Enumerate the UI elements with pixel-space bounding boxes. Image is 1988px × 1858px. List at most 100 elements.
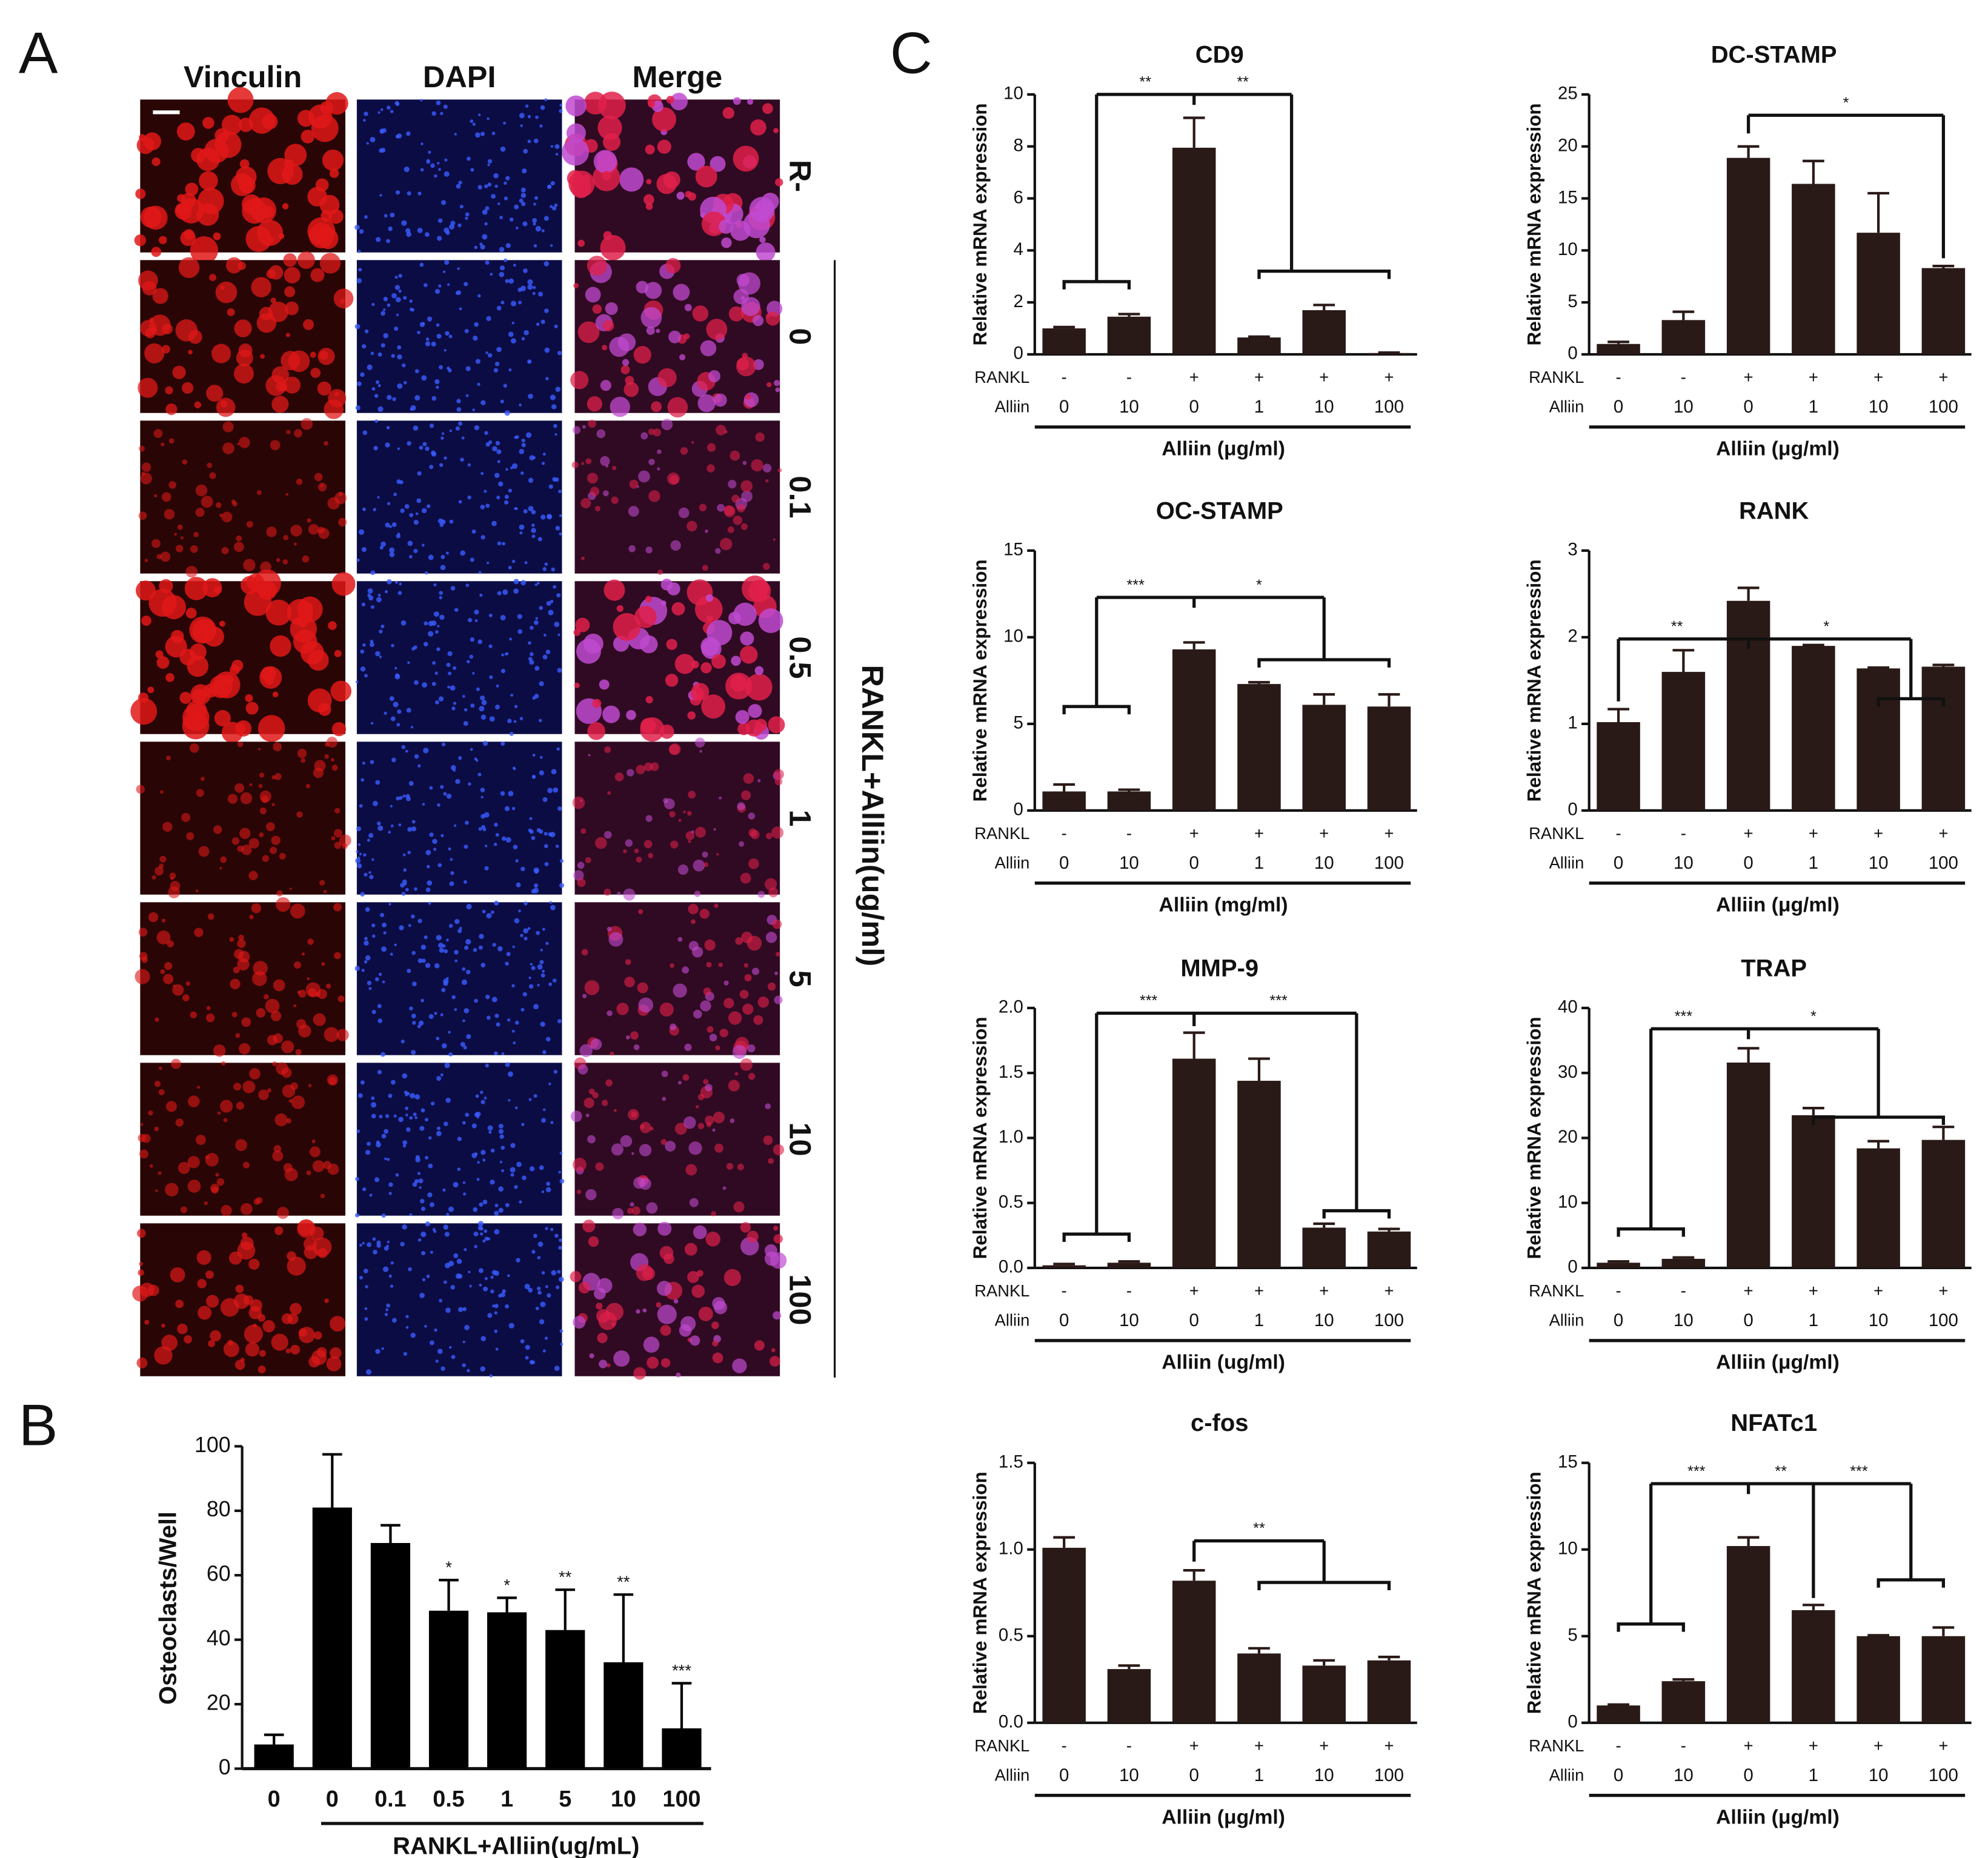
- cell-signal: [410, 726, 414, 729]
- cell-signal: [407, 191, 411, 196]
- cell-signal: [419, 1126, 425, 1131]
- cell-signal: [470, 637, 475, 642]
- chart-title: DC-STAMP: [1711, 41, 1837, 68]
- cell-signal: [638, 470, 650, 483]
- rankl-label: +: [1809, 1736, 1818, 1755]
- rankl-label: -: [1616, 368, 1621, 387]
- bar: [1237, 684, 1281, 811]
- cell-signal: [276, 1062, 288, 1075]
- cell-signal: [552, 206, 557, 211]
- cell-signal: [457, 1307, 464, 1312]
- x-tick-label: 0: [268, 1787, 281, 1812]
- cell-signal: [371, 934, 376, 938]
- cell-signal: [765, 479, 769, 483]
- x-tick-label: 10: [1314, 1765, 1334, 1785]
- cell-signal: [629, 479, 639, 489]
- cell-signal: [544, 98, 548, 102]
- cell-signal: [545, 1285, 548, 1289]
- cell-signal: [371, 1096, 375, 1100]
- cell-signal: [725, 672, 753, 700]
- error-bar: [1737, 145, 1760, 158]
- cell-signal: [541, 1271, 545, 1275]
- cell-signal: [580, 556, 585, 560]
- x-tick-label: 0.5: [433, 1787, 465, 1812]
- error-bar: [1248, 681, 1270, 685]
- cell-signal: [525, 1356, 529, 1360]
- cell-signal: [482, 1199, 488, 1205]
- cell-signal: [542, 1050, 547, 1055]
- cell-signal: [558, 489, 562, 494]
- cell-signal: [465, 939, 471, 945]
- cell-signal: [283, 535, 289, 540]
- cell-signal: [507, 1274, 510, 1278]
- cell-signal: [496, 684, 499, 688]
- cell-signal: [436, 1037, 440, 1041]
- cell-signal: [356, 381, 362, 387]
- rankl-label: +: [1189, 824, 1199, 843]
- cell-signal: [504, 258, 508, 262]
- cell-signal: [220, 1100, 233, 1113]
- cell-signal: [633, 1223, 647, 1236]
- cell-signal: [437, 1349, 443, 1354]
- cell-signal: [194, 401, 202, 409]
- cell-signal: [510, 1173, 514, 1177]
- cell-signal: [394, 101, 399, 105]
- cell-signal: [480, 714, 487, 720]
- cell-signal: [480, 814, 486, 819]
- cell-signal: [741, 790, 751, 800]
- cell-signal: [444, 158, 448, 162]
- cell-signal: [600, 380, 611, 391]
- cell-signal: [478, 1268, 484, 1273]
- cell-signal: [711, 654, 726, 669]
- cell-signal: [556, 747, 560, 751]
- cell-signal: [144, 343, 165, 363]
- cell-signal: [135, 969, 150, 984]
- cell-signal: [462, 1181, 466, 1184]
- cell-signal: [151, 875, 156, 880]
- cell-signal: [723, 980, 729, 986]
- cell-signal: [364, 940, 369, 946]
- cell-signal: [290, 1344, 301, 1355]
- cell-signal: [560, 1342, 563, 1346]
- cell-signal: [462, 1019, 465, 1023]
- cell-signal: [437, 218, 443, 223]
- cell-signal: [256, 490, 262, 495]
- y-tick-label: 1: [1567, 713, 1577, 733]
- cell-signal: [579, 1044, 593, 1058]
- cell-signal: [333, 903, 342, 912]
- cell-signal: [677, 1081, 682, 1085]
- cell-signal: [596, 429, 606, 439]
- cell-signal: [539, 681, 544, 686]
- significance-label: ***: [672, 1661, 691, 1680]
- cell-signal: [144, 1319, 150, 1325]
- cell-signal: [498, 1293, 502, 1298]
- cell-signal: [640, 432, 648, 440]
- cell-signal: [227, 794, 238, 804]
- cell-signal: [154, 1126, 159, 1132]
- cell-signal: [379, 545, 384, 549]
- cell-signal: [485, 503, 490, 508]
- cell-signal: [520, 934, 524, 938]
- cell-signal: [539, 1165, 544, 1170]
- cell-signal: [357, 843, 361, 846]
- cell-signal: [721, 237, 732, 248]
- cell-signal: [439, 596, 443, 600]
- cell-signal: [209, 472, 216, 479]
- x-tick-label: 100: [1929, 397, 1958, 417]
- error-bar: [1313, 693, 1335, 705]
- cell-signal: [329, 168, 339, 178]
- cell-signal: [400, 1241, 405, 1247]
- cell-signal: [494, 1203, 499, 1207]
- micrograph: [574, 742, 780, 895]
- cell-signal: [747, 1044, 756, 1053]
- significance-bracket: [1062, 596, 1391, 715]
- cell-signal: [330, 758, 334, 762]
- rankl-label: +: [1938, 1281, 1948, 1300]
- bar: [1107, 1669, 1151, 1723]
- cell-signal: [236, 1101, 245, 1110]
- cell-signal: [234, 1293, 250, 1309]
- cell-signal: [184, 229, 194, 240]
- cell-signal: [670, 840, 679, 849]
- cell-signal: [520, 193, 527, 198]
- cell-signal: [534, 196, 539, 200]
